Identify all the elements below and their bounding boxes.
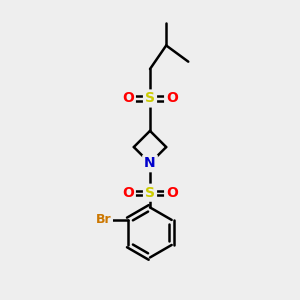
Text: N: N	[144, 156, 156, 170]
Text: S: S	[145, 186, 155, 200]
Text: S: S	[145, 92, 155, 106]
Text: Br: Br	[95, 213, 111, 226]
Text: O: O	[166, 186, 178, 200]
Text: O: O	[122, 186, 134, 200]
Text: O: O	[166, 92, 178, 106]
Text: O: O	[122, 92, 134, 106]
